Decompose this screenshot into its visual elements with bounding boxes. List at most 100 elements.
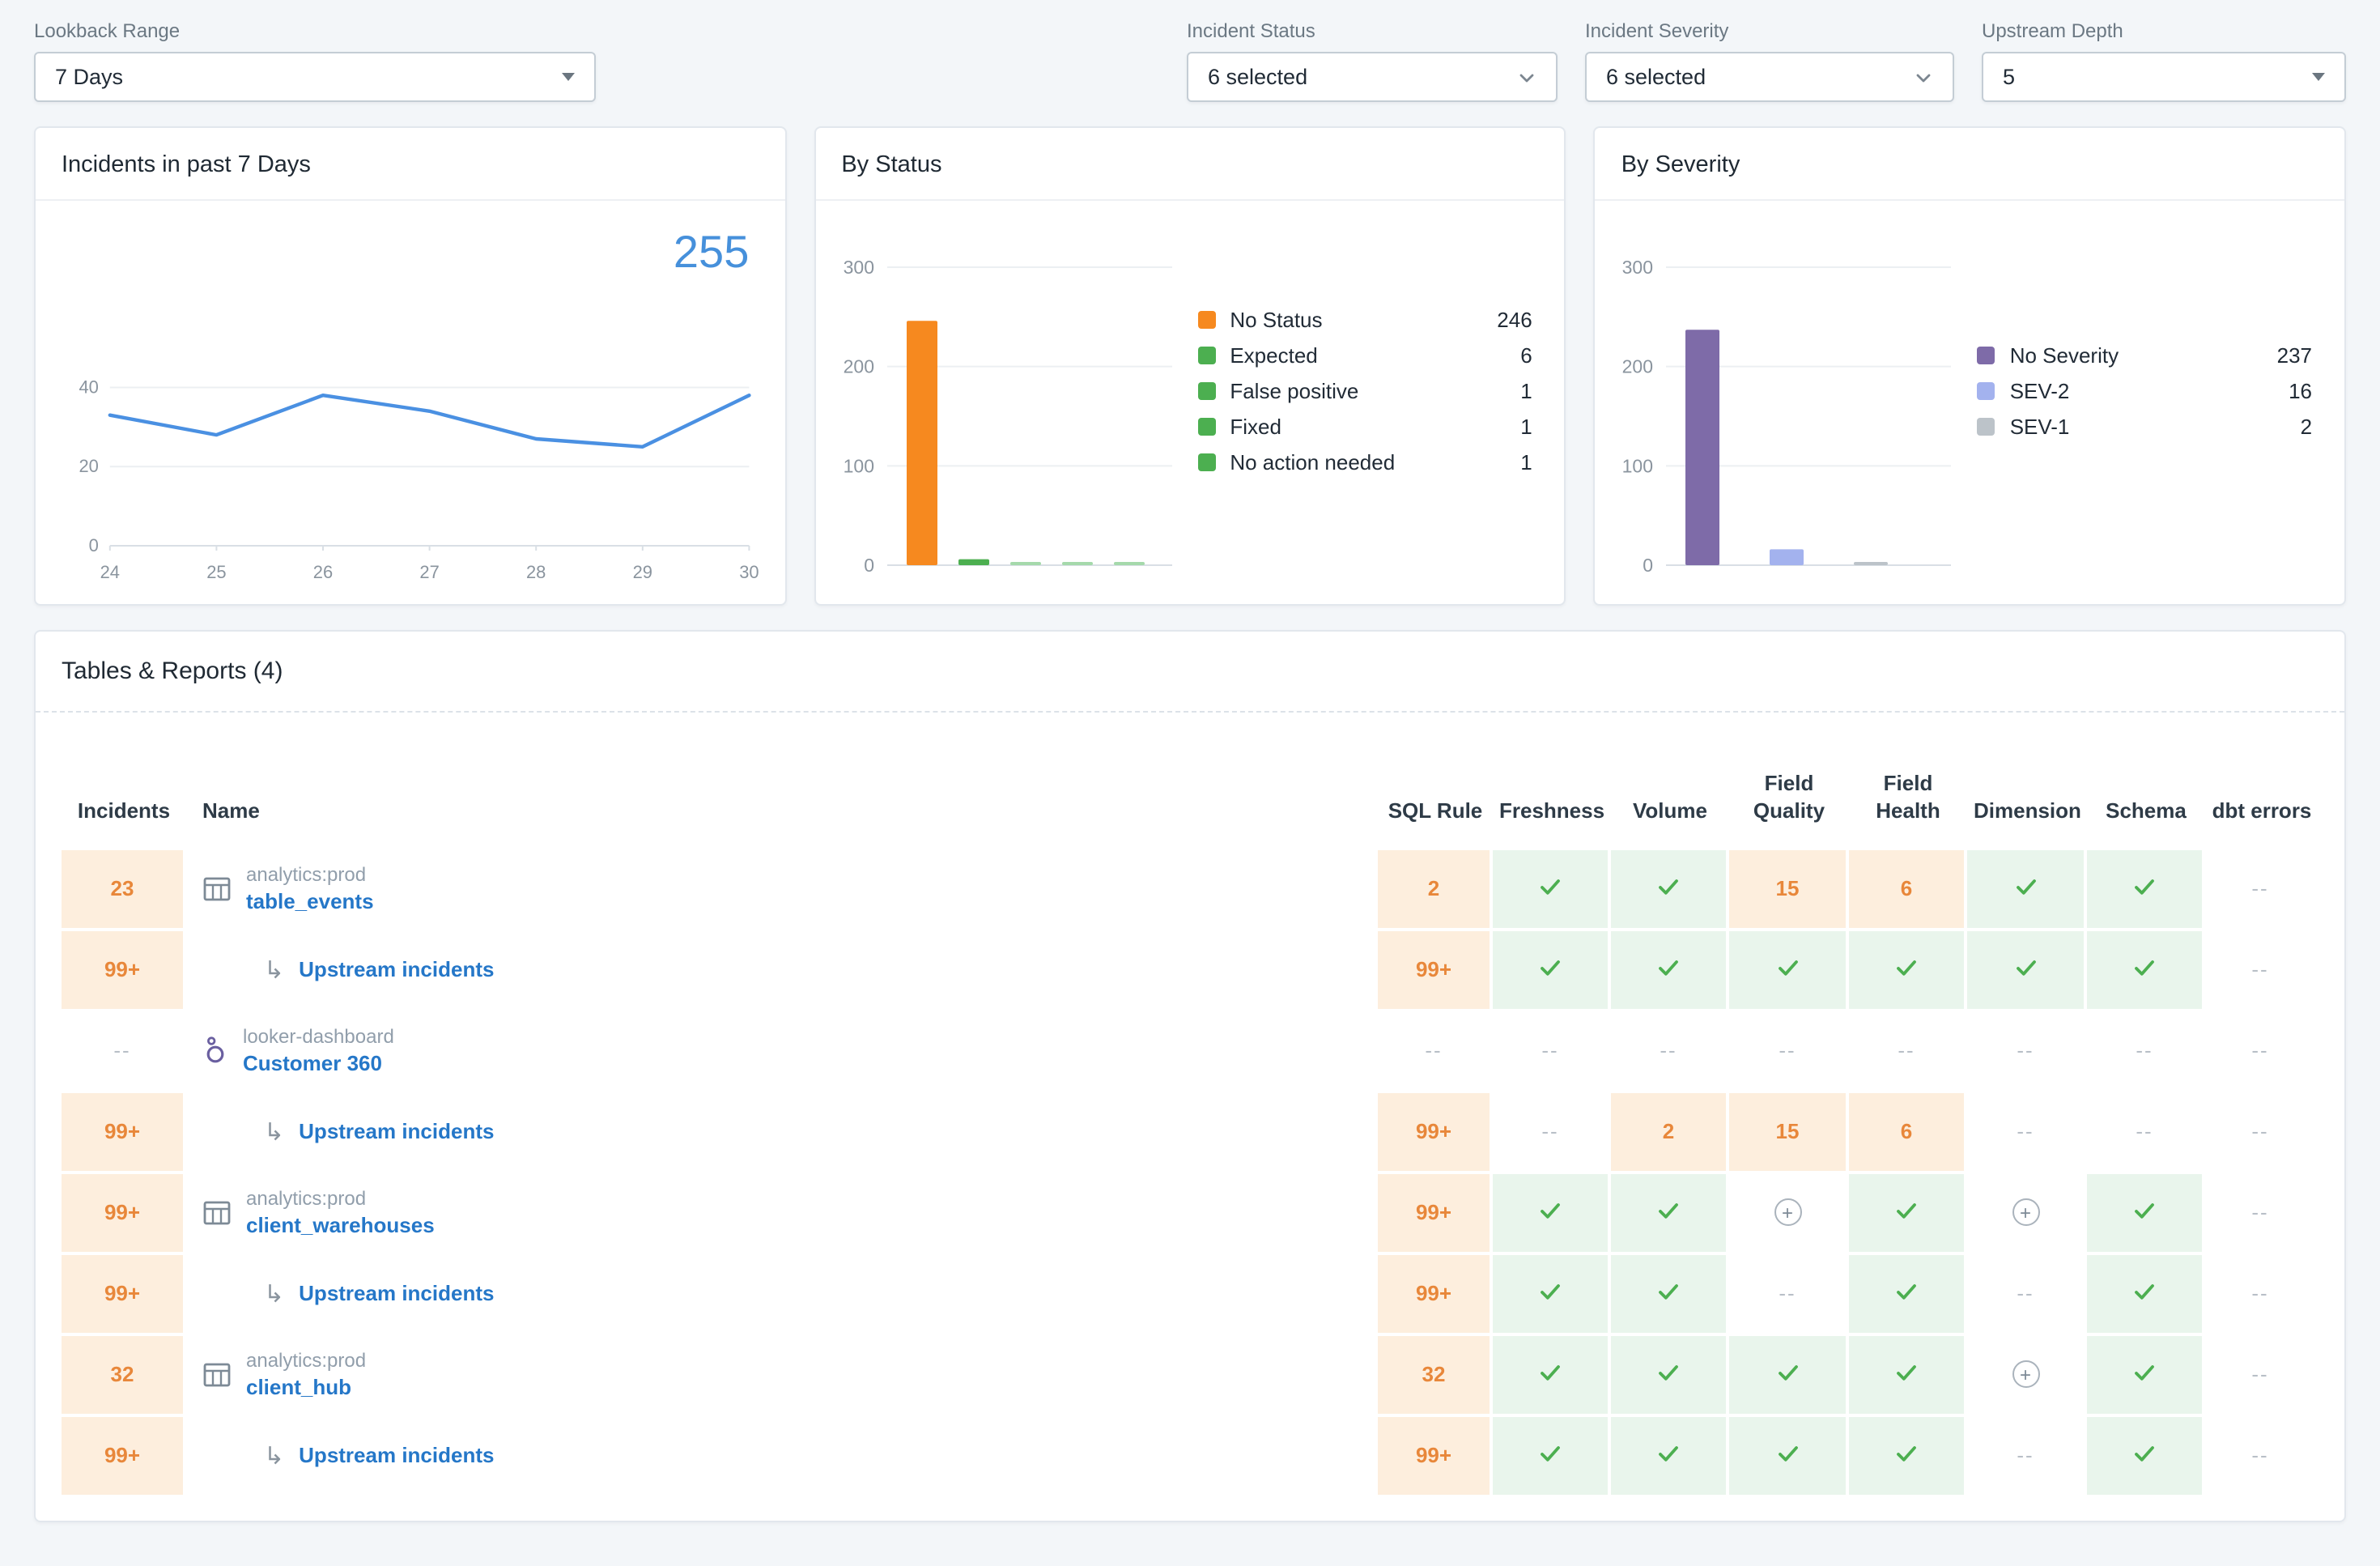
cell-incidents[interactable]: 99+ — [62, 1093, 186, 1174]
legend-swatch — [1197, 418, 1215, 436]
table-icon — [202, 1198, 232, 1228]
caret-down-icon — [2312, 73, 2325, 81]
cell-incidents[interactable]: 99+ — [62, 1417, 186, 1498]
cell-sql-rule[interactable]: 99+ — [1378, 931, 1493, 1012]
upstream-incidents-link[interactable]: Upstream incidents — [299, 1444, 494, 1468]
cell-dbt-errors: -- — [2205, 931, 2318, 1012]
filter-upstream-depth: Upstream Depth 5 — [1982, 19, 2346, 102]
asset-link[interactable]: client_warehouses — [246, 1211, 435, 1240]
cell-sql-rule[interactable]: 99+ — [1378, 1174, 1493, 1255]
cell-dimension: -- — [1967, 1012, 2087, 1093]
cell-field-quality[interactable]: 15 — [1729, 850, 1849, 931]
cell-freshness — [1493, 1417, 1611, 1498]
cell-dbt-errors: -- — [2205, 850, 2318, 931]
cell-sql-rule[interactable]: 32 — [1378, 1336, 1493, 1417]
cell-volume — [1611, 1255, 1729, 1336]
svg-text:28: 28 — [526, 562, 546, 582]
legend-swatch — [1978, 347, 1995, 364]
check-icon — [1893, 1278, 1920, 1305]
incidents-line-chart: 0204024252627282930 — [55, 338, 765, 588]
legend-item: No Status246 — [1197, 308, 1532, 332]
column-header-dbt-errors: dbt errors — [2205, 729, 2318, 850]
cell-incidents[interactable]: 99+ — [62, 1174, 186, 1255]
legend-swatch — [1978, 382, 1995, 400]
svg-text:100: 100 — [1622, 455, 1653, 476]
cell-field-health[interactable]: 6 — [1849, 850, 1967, 931]
cell-dimension[interactable]: + — [1967, 1336, 2087, 1417]
check-icon — [1655, 954, 1682, 981]
cell-schema: -- — [2087, 1093, 2205, 1174]
legend-item: No Severity237 — [1978, 343, 2312, 368]
cell-incidents[interactable]: 23 — [62, 850, 186, 931]
cell-freshness: -- — [1493, 1093, 1611, 1174]
by-severity-card: By Severity 0100200300 No Severity237SEV… — [1594, 126, 2346, 606]
check-icon — [1536, 873, 1564, 900]
cell-field-quality[interactable]: 15 — [1729, 1093, 1849, 1174]
check-icon — [1893, 1359, 1920, 1386]
svg-text:29: 29 — [633, 562, 652, 582]
cell-field-quality[interactable]: + — [1729, 1174, 1849, 1255]
upstream-incidents-link[interactable]: Upstream incidents — [299, 958, 494, 982]
cell-field-quality — [1729, 1417, 1849, 1498]
upstream-depth-select[interactable]: 5 — [1982, 52, 2346, 102]
check-icon — [1655, 1440, 1682, 1467]
cell-field-health — [1849, 931, 1967, 1012]
svg-text:300: 300 — [843, 257, 873, 278]
looker-icon — [202, 1036, 228, 1066]
cell-schema — [2087, 1174, 2205, 1255]
table-row: 99+analytics:prodclient_warehouses99+++-… — [62, 1174, 2318, 1255]
by-status-legend: No Status246Expected6False positive1Fixe… — [1178, 207, 1538, 591]
svg-text:20: 20 — [79, 456, 98, 476]
asset-link[interactable]: Customer 360 — [243, 1049, 394, 1078]
cell-sql-rule[interactable]: 99+ — [1378, 1417, 1493, 1498]
check-icon — [2131, 1278, 2158, 1305]
upstream-incidents-link[interactable]: Upstream incidents — [299, 1120, 494, 1144]
upstream-incidents-link[interactable]: Upstream incidents — [299, 1282, 494, 1306]
filter-group-right: Incident Status 6 selected Incident Seve… — [1187, 19, 2346, 102]
cell-field-quality — [1729, 931, 1849, 1012]
by-severity-title: By Severity — [1596, 128, 2344, 201]
svg-text:0: 0 — [89, 535, 99, 555]
cell-volume[interactable]: 2 — [1611, 1093, 1729, 1174]
cell-field-health — [1849, 1174, 1967, 1255]
cell-incidents[interactable]: 99+ — [62, 931, 186, 1012]
incident-status-label: Incident Status — [1187, 19, 1558, 42]
legend-item: No action needed1 — [1197, 450, 1532, 474]
legend-value: 1 — [1520, 415, 1532, 439]
cell-dimension[interactable]: + — [1967, 1174, 2087, 1255]
cell-dbt-errors: -- — [2205, 1417, 2318, 1498]
upstream-depth-value: 5 — [2003, 65, 2015, 89]
tables-reports-table-wrap: IncidentsNameSQL RuleFreshnessVolumeFiel… — [36, 713, 2344, 1521]
cell-sql-rule[interactable]: 99+ — [1378, 1255, 1493, 1336]
asset-link[interactable]: client_hub — [246, 1373, 366, 1402]
incident-severity-select[interactable]: 6 selected — [1585, 52, 1954, 102]
svg-text:30: 30 — [739, 562, 759, 582]
column-header-incidents: Incidents — [62, 729, 186, 850]
legend-item: SEV-216 — [1978, 379, 2312, 403]
column-header-field-quality: Field Quality — [1729, 729, 1849, 850]
cell-dbt-errors: -- — [2205, 1255, 2318, 1336]
cell-incidents: -- — [62, 1012, 186, 1093]
observability-dashboard: Lookback Range 7 Days Incident Status 6 … — [0, 0, 2380, 1566]
upstream-arrow-icon: ↳ — [264, 955, 284, 985]
check-icon — [2131, 1440, 2158, 1467]
cell-sql-rule[interactable]: 2 — [1378, 850, 1493, 931]
legend-value: 1 — [1520, 379, 1532, 403]
cell-sql-rule[interactable]: 99+ — [1378, 1093, 1493, 1174]
cell-incidents[interactable]: 32 — [62, 1336, 186, 1417]
cell-volume — [1611, 1174, 1729, 1255]
incidents-total: 255 — [674, 227, 749, 279]
cell-volume: -- — [1611, 1012, 1729, 1093]
check-icon — [1893, 1197, 1920, 1224]
table-row: 32analytics:prodclient_hub32+-- — [62, 1336, 2318, 1417]
cell-schema — [2087, 1417, 2205, 1498]
cell-field-health[interactable]: 6 — [1849, 1093, 1967, 1174]
lookback-range-select[interactable]: 7 Days — [34, 52, 596, 102]
asset-link[interactable]: table_events — [246, 887, 374, 916]
incident-status-select[interactable]: 6 selected — [1187, 52, 1558, 102]
cell-volume — [1611, 1336, 1729, 1417]
cell-dbt-errors: -- — [2205, 1093, 2318, 1174]
cell-incidents[interactable]: 99+ — [62, 1255, 186, 1336]
asset-namespace: analytics:prod — [246, 1347, 366, 1373]
check-icon — [2012, 873, 2039, 900]
